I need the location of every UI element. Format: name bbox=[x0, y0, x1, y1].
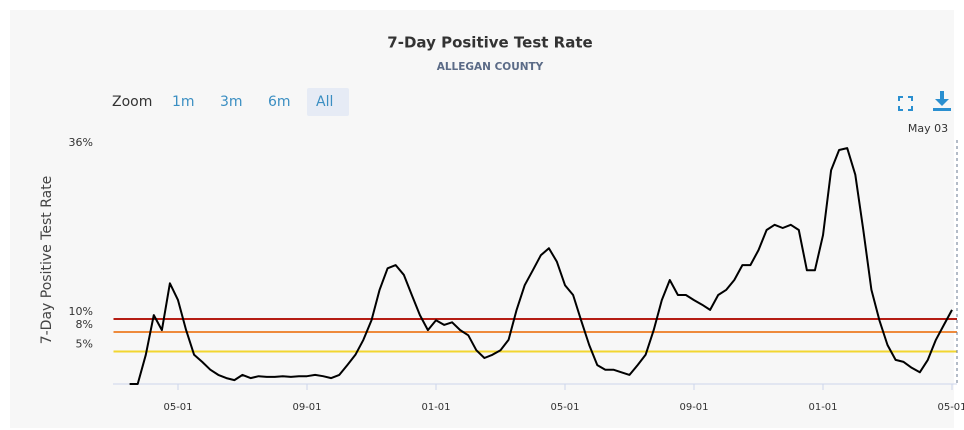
chart-background bbox=[10, 10, 954, 428]
crosshair-label: May 03 bbox=[908, 122, 948, 135]
y-tick-label: 10% bbox=[69, 305, 93, 318]
y-tick-label: 5% bbox=[76, 338, 93, 351]
x-tick-label: 09-01 bbox=[679, 402, 708, 413]
zoom-button[interactable]: 3m bbox=[220, 94, 243, 110]
zoom-button[interactable]: 6m bbox=[268, 94, 291, 110]
x-tick-label: 05-01 bbox=[163, 402, 192, 413]
zoom-button[interactable]: 1m bbox=[172, 94, 195, 110]
y-tick-label: 8% bbox=[76, 318, 93, 331]
download-icon[interactable] bbox=[933, 91, 951, 111]
y-tick-label: 36% bbox=[69, 136, 93, 149]
data-line bbox=[129, 147, 953, 385]
zoom-label: Zoom bbox=[112, 94, 152, 110]
fullscreen-icon[interactable] bbox=[898, 96, 913, 111]
chart-subtitle: ALLEGAN COUNTY bbox=[437, 61, 544, 73]
x-tick-label: 05-01 bbox=[550, 402, 579, 413]
x-tick-label: 01-01 bbox=[808, 402, 837, 413]
zoom-button[interactable]: All bbox=[316, 94, 333, 110]
zoom-button-bg bbox=[307, 88, 349, 116]
x-tick-label: 01-01 bbox=[421, 402, 450, 413]
x-tick-label: 05-01 bbox=[937, 402, 964, 413]
x-tick-label: 09-01 bbox=[292, 402, 321, 413]
chart-title: 7-Day Positive Test Rate bbox=[387, 34, 592, 52]
y-axis-title: 7-Day Positive Test Rate bbox=[39, 176, 55, 345]
